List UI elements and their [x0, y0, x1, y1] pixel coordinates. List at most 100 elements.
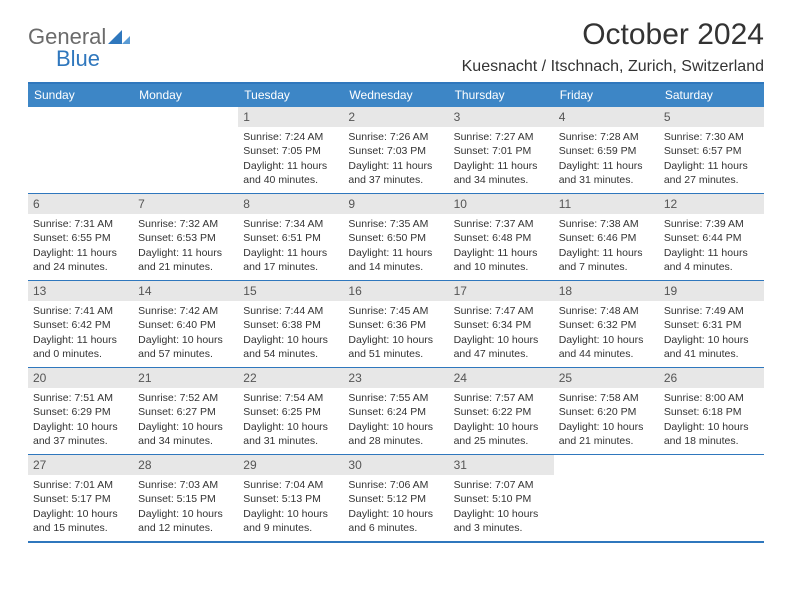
day-cell: 8Sunrise: 7:34 AMSunset: 6:51 PMDaylight…: [238, 194, 343, 280]
day-body: Sunrise: 7:31 AMSunset: 6:55 PMDaylight:…: [28, 214, 133, 278]
day-number: 17: [449, 281, 554, 301]
sunrise-text: Sunrise: 7:54 AM: [243, 391, 338, 405]
sunset-text: Sunset: 7:01 PM: [454, 144, 549, 158]
week-row: 27Sunrise: 7:01 AMSunset: 5:17 PMDayligh…: [28, 454, 764, 541]
sunrise-text: Sunrise: 7:57 AM: [454, 391, 549, 405]
day-cell: 2Sunrise: 7:26 AMSunset: 7:03 PMDaylight…: [343, 107, 448, 193]
brand-logo-inner: GeneralBlue: [28, 24, 130, 72]
sunset-text: Sunset: 5:17 PM: [33, 492, 128, 506]
day-number: 25: [554, 368, 659, 388]
daylight-text: Daylight: 10 hours and 6 minutes.: [348, 507, 443, 535]
sunrise-text: Sunrise: 7:28 AM: [559, 130, 654, 144]
daylight-text: Daylight: 11 hours and 10 minutes.: [454, 246, 549, 274]
sunrise-text: Sunrise: 8:00 AM: [664, 391, 759, 405]
day-number: 5: [659, 107, 764, 127]
day-cell: 21Sunrise: 7:52 AMSunset: 6:27 PMDayligh…: [133, 368, 238, 454]
day-cell: 26Sunrise: 8:00 AMSunset: 6:18 PMDayligh…: [659, 368, 764, 454]
day-cell-empty: .: [133, 107, 238, 193]
day-body: Sunrise: 7:38 AMSunset: 6:46 PMDaylight:…: [554, 214, 659, 278]
day-number: 23: [343, 368, 448, 388]
day-number: 9: [343, 194, 448, 214]
daylight-text: Daylight: 10 hours and 9 minutes.: [243, 507, 338, 535]
sunrise-text: Sunrise: 7:24 AM: [243, 130, 338, 144]
title-block: October 2024 Kuesnacht / Itschnach, Zuri…: [462, 18, 764, 76]
day-cell: 14Sunrise: 7:42 AMSunset: 6:40 PMDayligh…: [133, 281, 238, 367]
brand-logo: GeneralBlue: [28, 18, 130, 72]
daylight-text: Daylight: 10 hours and 21 minutes.: [559, 420, 654, 448]
sunrise-text: Sunrise: 7:07 AM: [454, 478, 549, 492]
sunset-text: Sunset: 6:42 PM: [33, 318, 128, 332]
day-cell: 3 Sunrise: 7:27 AMSunset: 7:01 PMDaylight…: [449, 107, 554, 193]
day-number: 7: [133, 194, 238, 214]
day-body: Sunrise: 7:03 AMSunset: 5:15 PMDaylight:…: [133, 475, 238, 539]
daylight-text: Daylight: 10 hours and 18 minutes.: [664, 420, 759, 448]
sunrise-text: Sunrise: 7:45 AM: [348, 304, 443, 318]
daylight-text: Daylight: 11 hours and 17 minutes.: [243, 246, 338, 274]
day-cell: 19Sunrise: 7:49 AMSunset: 6:31 PMDayligh…: [659, 281, 764, 367]
day-cell: 10Sunrise: 7:37 AMSunset: 6:48 PMDayligh…: [449, 194, 554, 280]
sunset-text: Sunset: 6:38 PM: [243, 318, 338, 332]
day-number: 10: [449, 194, 554, 214]
day-cell: 22Sunrise: 7:54 AMSunset: 6:25 PMDayligh…: [238, 368, 343, 454]
day-body: Sunrise: 7:39 AMSunset: 6:44 PMDaylight:…: [659, 214, 764, 278]
day-body: Sunrise: 7:04 AMSunset: 5:13 PMDaylight:…: [238, 475, 343, 539]
day-cell-empty: .: [659, 455, 764, 541]
day-cell: 4Sunrise: 7:28 AMSunset: 6:59 PMDaylight…: [554, 107, 659, 193]
sunset-text: Sunset: 6:51 PM: [243, 231, 338, 245]
day-number: 6: [28, 194, 133, 214]
daylight-text: Daylight: 11 hours and 34 minutes.: [454, 159, 549, 187]
location-text: Kuesnacht / Itschnach, Zurich, Switzerla…: [462, 58, 764, 76]
day-number: 2: [343, 107, 448, 127]
week-row: 20Sunrise: 7:51 AMSunset: 6:29 PMDayligh…: [28, 367, 764, 454]
day-body: Sunrise: 7:55 AMSunset: 6:24 PMDaylight:…: [343, 388, 448, 452]
sunset-text: Sunset: 6:34 PM: [454, 318, 549, 332]
header: GeneralBlue October 2024 Kuesnacht / Its…: [28, 18, 764, 76]
day-body: Sunrise: 7:32 AMSunset: 6:53 PMDaylight:…: [133, 214, 238, 278]
day-body: Sunrise: 7:28 AMSunset: 6:59 PMDaylight:…: [554, 127, 659, 191]
sunrise-text: Sunrise: 7:04 AM: [243, 478, 338, 492]
sunset-text: Sunset: 6:22 PM: [454, 405, 549, 419]
day-cell: 28Sunrise: 7:03 AMSunset: 5:15 PMDayligh…: [133, 455, 238, 541]
sunset-text: Sunset: 6:36 PM: [348, 318, 443, 332]
sunset-text: Sunset: 6:50 PM: [348, 231, 443, 245]
logo-triangle-icon: [108, 30, 130, 46]
sunrise-text: Sunrise: 7:58 AM: [559, 391, 654, 405]
day-body: Sunrise: 7:35 AMSunset: 6:50 PMDaylight:…: [343, 214, 448, 278]
day-number: 3: [449, 107, 554, 127]
daylight-text: Daylight: 11 hours and 7 minutes.: [559, 246, 654, 274]
sunset-text: Sunset: 6:20 PM: [559, 405, 654, 419]
day-number: 4: [554, 107, 659, 127]
sunset-text: Sunset: 6:57 PM: [664, 144, 759, 158]
sunrise-text: Sunrise: 7:01 AM: [33, 478, 128, 492]
daylight-text: Daylight: 10 hours and 28 minutes.: [348, 420, 443, 448]
day-cell: 15Sunrise: 7:44 AMSunset: 6:38 PMDayligh…: [238, 281, 343, 367]
day-body: Sunrise: 7:41 AMSunset: 6:42 PMDaylight:…: [28, 301, 133, 365]
sunrise-text: Sunrise: 7:27 AM: [454, 130, 549, 144]
day-number: 14: [133, 281, 238, 301]
daylight-text: Daylight: 11 hours and 4 minutes.: [664, 246, 759, 274]
day-body: Sunrise: 7:07 AMSunset: 5:10 PMDaylight:…: [449, 475, 554, 539]
daylight-text: Daylight: 10 hours and 3 minutes.: [454, 507, 549, 535]
day-cell: 27Sunrise: 7:01 AMSunset: 5:17 PMDayligh…: [28, 455, 133, 541]
sunset-text: Sunset: 6:27 PM: [138, 405, 233, 419]
sunrise-text: Sunrise: 7:42 AM: [138, 304, 233, 318]
sunset-text: Sunset: 5:15 PM: [138, 492, 233, 506]
day-body: Sunrise: 7:24 AMSunset: 7:05 PMDaylight:…: [238, 127, 343, 191]
day-cell: 16Sunrise: 7:45 AMSunset: 6:36 PMDayligh…: [343, 281, 448, 367]
day-number: 21: [133, 368, 238, 388]
day-cell: 1Sunrise: 7:24 AMSunset: 7:05 PMDaylight…: [238, 107, 343, 193]
day-body: Sunrise: 8:00 AMSunset: 6:18 PMDaylight:…: [659, 388, 764, 452]
day-number: 11: [554, 194, 659, 214]
sunset-text: Sunset: 6:18 PM: [664, 405, 759, 419]
daylight-text: Daylight: 10 hours and 12 minutes.: [138, 507, 233, 535]
daylight-text: Daylight: 11 hours and 0 minutes.: [33, 333, 128, 361]
weeks-container: ..1Sunrise: 7:24 AMSunset: 7:05 PMDaylig…: [28, 107, 764, 541]
sunset-text: Sunset: 7:03 PM: [348, 144, 443, 158]
sunset-text: Sunset: 6:44 PM: [664, 231, 759, 245]
sunrise-text: Sunrise: 7:03 AM: [138, 478, 233, 492]
sunset-text: Sunset: 6:46 PM: [559, 231, 654, 245]
day-body: Sunrise: 7:52 AMSunset: 6:27 PMDaylight:…: [133, 388, 238, 452]
day-body: Sunrise: 7:48 AMSunset: 6:32 PMDaylight:…: [554, 301, 659, 365]
weekday-header: Friday: [554, 84, 659, 107]
sunrise-text: Sunrise: 7:49 AM: [664, 304, 759, 318]
